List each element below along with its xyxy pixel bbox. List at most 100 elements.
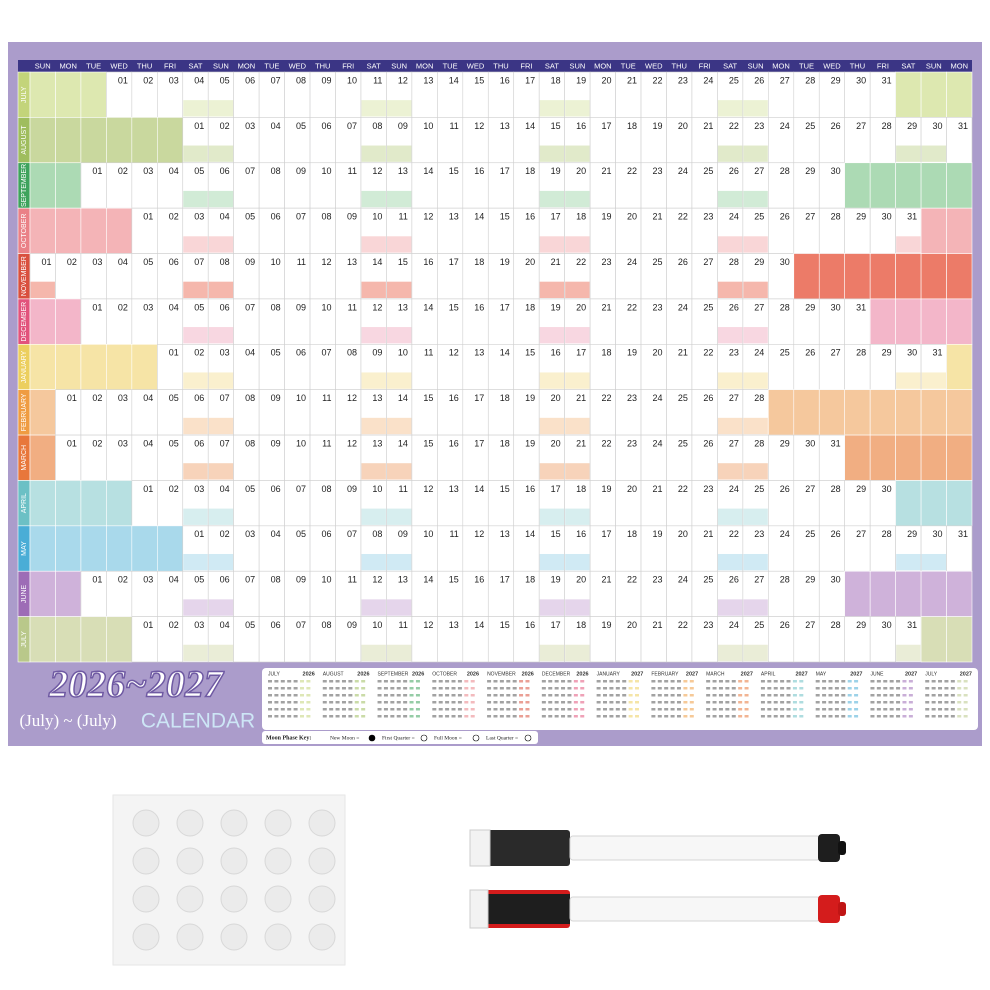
mini-day-placeholder <box>706 715 711 718</box>
day-number: 08 <box>321 484 331 494</box>
mini-day-placeholder <box>738 687 743 690</box>
mini-day-placeholder <box>567 715 572 718</box>
mini-day-placeholder <box>615 701 620 704</box>
mini-day-placeholder <box>415 680 420 683</box>
day-number: 14 <box>423 302 433 312</box>
mini-day-placeholder <box>300 715 304 718</box>
mini-day-placeholder <box>834 708 839 711</box>
weekend-shade <box>386 644 412 662</box>
day-number: 30 <box>933 121 943 131</box>
weekday-label: WED <box>110 61 128 70</box>
day-cell <box>284 480 311 527</box>
mini-day-placeholder <box>464 708 469 711</box>
mini-day-placeholder <box>657 708 662 711</box>
weekend-shade <box>565 236 590 253</box>
mini-day-placeholder <box>828 687 833 690</box>
day-number: 01 <box>41 257 51 267</box>
mini-day-placeholder <box>725 708 730 711</box>
mini-day-placeholder <box>470 687 475 690</box>
mini-day-placeholder <box>280 701 285 704</box>
mini-day-placeholder <box>828 715 833 718</box>
day-cell <box>666 344 693 390</box>
day-cell <box>691 434 718 481</box>
day-number: 01 <box>92 575 102 585</box>
day-cell <box>462 298 489 345</box>
empty-cell <box>869 389 896 436</box>
day-cell <box>666 71 693 118</box>
empty-cell <box>55 117 82 164</box>
dot <box>308 809 336 837</box>
day-number: 23 <box>754 121 764 131</box>
day-number: 08 <box>347 348 357 358</box>
mini-day-placeholder <box>767 694 772 697</box>
mini-year: 2027 <box>905 671 917 677</box>
day-number: 14 <box>474 620 484 630</box>
mini-day-placeholder <box>876 715 881 718</box>
day-number: 04 <box>143 393 153 403</box>
day-number: 02 <box>169 484 179 494</box>
mini-day-placeholder <box>780 694 785 697</box>
empty-cell <box>55 298 82 345</box>
day-number: 21 <box>602 575 612 585</box>
mini-day-placeholder <box>470 715 475 718</box>
day-number: 08 <box>271 302 281 312</box>
day-number: 26 <box>831 121 841 131</box>
day-cell <box>106 389 133 436</box>
day-cell <box>106 162 133 209</box>
mini-day-placeholder <box>908 708 913 711</box>
day-cell <box>233 525 260 572</box>
day-number: 05 <box>194 166 204 176</box>
weekday-label: WED <box>823 61 841 70</box>
mini-day-placeholder <box>322 708 327 711</box>
day-number: 23 <box>652 575 662 585</box>
day-number: 23 <box>652 166 662 176</box>
day-number: 01 <box>169 348 179 358</box>
weekend-shade <box>565 463 590 480</box>
month-label: APRIL <box>21 493 28 513</box>
day-cell <box>462 570 489 617</box>
day-cell <box>411 434 438 481</box>
day-cell <box>309 207 336 254</box>
day-number: 11 <box>424 348 433 358</box>
day-cell <box>691 298 718 345</box>
day-number: 20 <box>576 166 586 176</box>
mini-day-placeholder <box>725 715 730 718</box>
empty-cell <box>29 207 56 254</box>
subtitle: (July) ~ (July) <box>19 711 116 730</box>
day-number: 13 <box>372 393 382 403</box>
day-cell <box>640 344 667 390</box>
empty-cell <box>131 117 158 164</box>
day-number: 03 <box>143 302 153 312</box>
day-number: 24 <box>652 393 662 403</box>
day-number: 27 <box>805 620 815 630</box>
day-number: 28 <box>805 75 815 85</box>
mini-day-placeholder <box>957 715 962 718</box>
day-cell <box>589 389 616 436</box>
empty-cell <box>895 71 922 118</box>
mini-day-placeholder <box>409 701 414 704</box>
day-number: 12 <box>449 348 459 358</box>
day-cell <box>768 207 795 254</box>
day-cell <box>818 616 846 663</box>
mini-day-placeholder <box>300 680 304 683</box>
empty-cell <box>920 207 947 254</box>
day-number: 06 <box>245 75 255 85</box>
day-number: 16 <box>525 484 535 494</box>
day-number: 21 <box>652 212 662 222</box>
day-number: 16 <box>423 257 433 267</box>
empty-cell <box>80 344 107 390</box>
day-number: 24 <box>729 212 739 222</box>
day-cell <box>335 570 362 617</box>
day-cell <box>615 344 642 390</box>
mini-day-placeholder <box>335 694 340 697</box>
mini-day-placeholder <box>580 708 585 711</box>
day-number: 10 <box>321 575 331 585</box>
day-cell <box>258 525 285 572</box>
day-number: 02 <box>118 302 128 312</box>
mini-day-placeholder <box>519 687 524 690</box>
day-number: 17 <box>474 438 484 448</box>
day-cell <box>513 344 540 390</box>
day-cell <box>335 298 362 345</box>
weekday-label: THU <box>672 61 687 70</box>
mini-day-placeholder <box>512 715 517 718</box>
